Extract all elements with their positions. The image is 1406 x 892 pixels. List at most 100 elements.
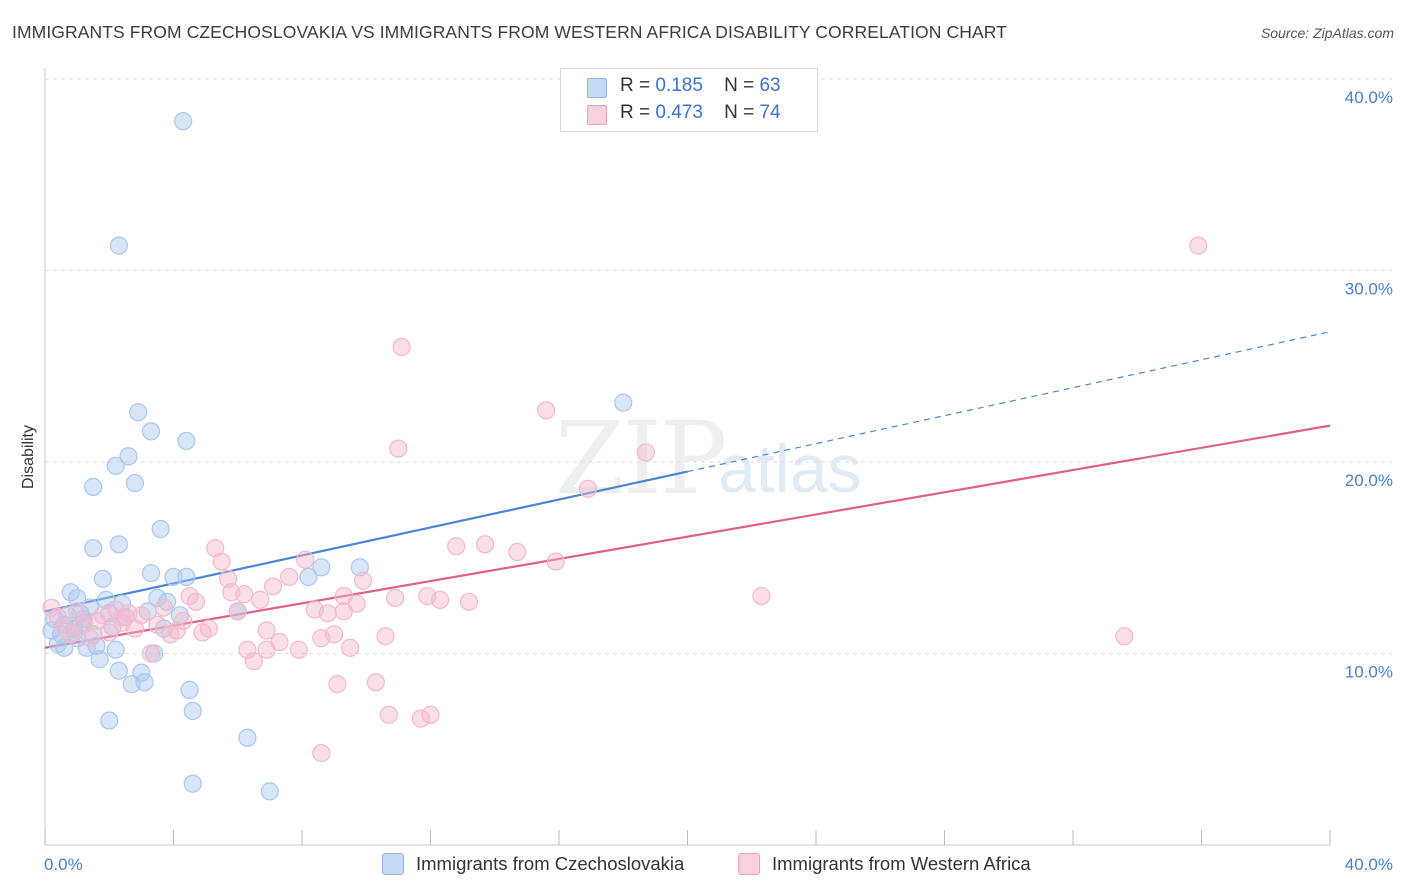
point-western-africa [199, 619, 218, 638]
point-western-africa [238, 640, 257, 659]
point-czechoslovakia [90, 650, 109, 669]
legend-r-label: R = [620, 102, 651, 123]
point-western-africa [508, 542, 527, 562]
point-western-africa [167, 621, 186, 640]
point-czechoslovakia [93, 569, 112, 588]
legend-r-value: 0.185 [655, 75, 703, 96]
axes [44, 68, 1331, 846]
point-western-africa [752, 586, 771, 606]
point-czechoslovakia [64, 619, 84, 638]
point-czechoslovakia [64, 623, 84, 642]
y-tick-label: 40.0% [1345, 88, 1393, 107]
point-western-africa [379, 705, 398, 724]
data-points [42, 112, 1208, 801]
point-czechoslovakia [177, 567, 196, 587]
point-czechoslovakia [125, 473, 145, 493]
point-western-africa [328, 675, 347, 694]
point-western-africa [341, 638, 360, 657]
point-western-africa [325, 625, 344, 644]
point-western-africa [244, 652, 263, 671]
point-czechoslovakia [177, 431, 196, 451]
point-western-africa [392, 338, 411, 357]
trend-line-czechoslovakia-extension [687, 331, 1331, 473]
legend-n-label: N = [724, 102, 755, 123]
point-western-africa [228, 602, 247, 621]
trend-lines [44, 331, 1331, 649]
point-western-africa [296, 550, 315, 569]
point-western-africa [100, 623, 119, 642]
point-czechoslovakia [151, 519, 170, 539]
point-western-africa [80, 629, 100, 648]
point-western-africa [42, 598, 61, 617]
point-czechoslovakia [170, 606, 190, 625]
bottom-legend-swatch-western-africa [738, 853, 760, 875]
legend-n-value: 63 [759, 75, 781, 96]
point-western-africa [174, 611, 193, 631]
point-western-africa [312, 743, 331, 763]
point-western-africa [578, 479, 598, 498]
point-western-africa [376, 627, 395, 646]
point-western-africa [421, 705, 440, 724]
point-western-africa [186, 592, 206, 611]
point-czechoslovakia [84, 477, 103, 496]
point-western-africa [61, 625, 80, 644]
point-western-africa [476, 535, 495, 554]
point-western-africa [386, 588, 405, 608]
point-czechoslovakia [180, 680, 199, 699]
point-czechoslovakia [614, 393, 633, 412]
point-czechoslovakia [132, 663, 151, 682]
point-czechoslovakia [299, 567, 318, 587]
x-tick-label: 40.0% [1345, 855, 1393, 874]
point-czechoslovakia [174, 112, 193, 131]
legend-n-label: N = [724, 75, 755, 96]
point-western-africa [1115, 627, 1134, 646]
y-tick-label: 30.0% [1345, 280, 1393, 299]
bottom-legend-label: Immigrants from Czechoslovakia [416, 853, 685, 874]
point-western-africa [411, 709, 430, 728]
point-western-africa [447, 537, 466, 556]
point-western-africa [289, 640, 308, 659]
point-western-africa [537, 401, 556, 420]
legend-r-value: 0.473 [655, 102, 703, 123]
point-czechoslovakia [106, 640, 125, 659]
source-note: Source: ZipAtlas.com [1260, 25, 1394, 41]
point-czechoslovakia [141, 422, 161, 441]
y-axis-title: Disability [20, 425, 37, 489]
point-czechoslovakia [183, 701, 202, 721]
point-czechoslovakia [109, 535, 128, 554]
legend-swatch-czechoslovakia [587, 78, 607, 98]
point-western-africa [48, 608, 67, 627]
point-western-africa [222, 583, 241, 602]
point-western-africa [431, 590, 450, 609]
point-western-africa [366, 673, 385, 692]
point-czechoslovakia [106, 456, 125, 475]
point-western-africa [141, 644, 161, 663]
point-western-africa [636, 443, 655, 462]
point-western-africa [257, 621, 276, 640]
watermark-zip: ZIP [555, 400, 727, 517]
point-western-africa [257, 640, 276, 659]
point-western-africa [334, 586, 353, 606]
point-western-africa [112, 608, 132, 627]
trend-line-western-africa [44, 424, 1331, 649]
point-czechoslovakia [71, 604, 90, 623]
point-czechoslovakia [84, 539, 103, 558]
point-czechoslovakia [129, 403, 148, 422]
point-czechoslovakia [183, 774, 202, 793]
point-western-africa [148, 615, 167, 634]
stats-legend: R = 0.185 N = 63 R = 0.473 N = 74 [560, 68, 818, 132]
point-czechoslovakia [350, 558, 369, 577]
point-czechoslovakia [135, 673, 154, 692]
point-western-africa [263, 577, 283, 596]
point-western-africa [154, 598, 173, 617]
point-western-africa [132, 606, 151, 625]
point-czechoslovakia [260, 782, 279, 801]
point-czechoslovakia [238, 728, 257, 747]
bottom-legend-swatch-czechoslovakia [382, 853, 404, 875]
point-czechoslovakia [164, 567, 183, 587]
bottom-legend-label: Immigrants from Western Africa [772, 853, 1031, 874]
watermark-atlas: atlas [718, 431, 862, 507]
point-western-africa [280, 567, 299, 587]
trend-line-czechoslovakia [44, 470, 688, 613]
